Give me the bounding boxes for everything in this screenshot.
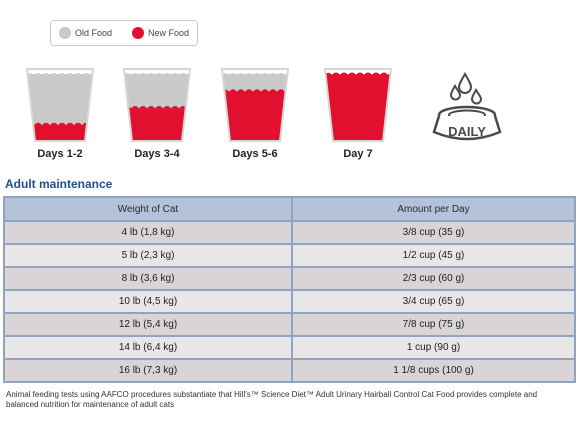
weight-cell: 16 lb (7,3 kg) (5, 360, 291, 381)
cup-outline (123, 68, 191, 142)
table-row: 5 lb (2,3 kg) 1/2 cup (45 g) (5, 245, 574, 266)
new-food-fill (222, 89, 288, 141)
cup-outline (26, 68, 94, 142)
table-row: 16 lb (7,3 kg) 1 1/8 cups (100 g) (5, 360, 574, 381)
weight-cell: 14 lb (6,4 kg) (5, 337, 291, 358)
amount-cell: 3/4 cup (65 g) (293, 291, 574, 312)
new-food-fill (325, 72, 391, 141)
table-row: 4 lb (1,8 kg) 3/8 cup (35 g) (5, 222, 574, 243)
day-label: Days 1-2 (37, 148, 83, 160)
table-body: 4 lb (1,8 kg) 3/8 cup (35 g) 5 lb (2,3 kg)… (5, 222, 574, 381)
new-food-fill (27, 122, 93, 141)
table-header-row: Weight of Cat Amount per Day (5, 198, 574, 220)
amount-cell: 1 cup (90 g) (293, 337, 574, 358)
weight-cell: 5 lb (2,3 kg) (5, 245, 291, 266)
day-label: Day 7 (343, 148, 373, 160)
day-label: Days 3-4 (134, 148, 180, 160)
daily-label: DAILY (448, 124, 486, 139)
cup-2 (123, 66, 191, 142)
weight-cell: 8 lb (3,6 kg) (5, 268, 291, 289)
cup-1 (26, 66, 94, 142)
water-bowl-icon: DAILY (430, 70, 505, 150)
weight-cell: 4 lb (1,8 kg) (5, 222, 291, 243)
feeding-table: Weight of Cat Amount per Day 4 lb (1,8 k… (3, 196, 576, 383)
new-food-swatch (132, 27, 144, 39)
amount-cell: 1 1/8 cups (100 g) (293, 360, 574, 381)
weight-cell: 10 lb (4,5 kg) (5, 291, 291, 312)
old-food-label: Old Food (75, 28, 113, 38)
cup-outline (221, 68, 289, 142)
food-legend: Old Food New Food (50, 20, 198, 46)
table-row: 14 lb (6,4 kg) 1 cup (90 g) (5, 337, 574, 358)
aafco-note: Animal feeding tests using AAFCO procedu… (6, 390, 538, 409)
new-food-fill (124, 106, 190, 141)
cup-4 (324, 66, 392, 142)
table-row: 12 lb (5,4 kg) 7/8 cup (75 g) (5, 314, 574, 335)
amount-cell: 7/8 cup (75 g) (293, 314, 574, 335)
weight-cell: 12 lb (5,4 kg) (5, 314, 291, 335)
section-title: Adult maintenance (5, 177, 113, 191)
table-row: 8 lb (3,6 kg) 2/3 cup (60 g) (5, 268, 574, 289)
amount-cell: 2/3 cup (60 g) (293, 268, 574, 289)
cup-outline (324, 68, 392, 142)
day-label: Days 5-6 (232, 148, 278, 160)
weight-column-header: Weight of Cat (5, 198, 291, 220)
amount-cell: 3/8 cup (35 g) (293, 222, 574, 243)
table-row: 10 lb (4,5 kg) 3/4 cup (65 g) (5, 291, 574, 312)
cup-3 (221, 66, 289, 142)
old-food-swatch (59, 27, 71, 39)
amount-column-header: Amount per Day (293, 198, 574, 220)
amount-cell: 1/2 cup (45 g) (293, 245, 574, 266)
new-food-label: New Food (148, 28, 190, 38)
